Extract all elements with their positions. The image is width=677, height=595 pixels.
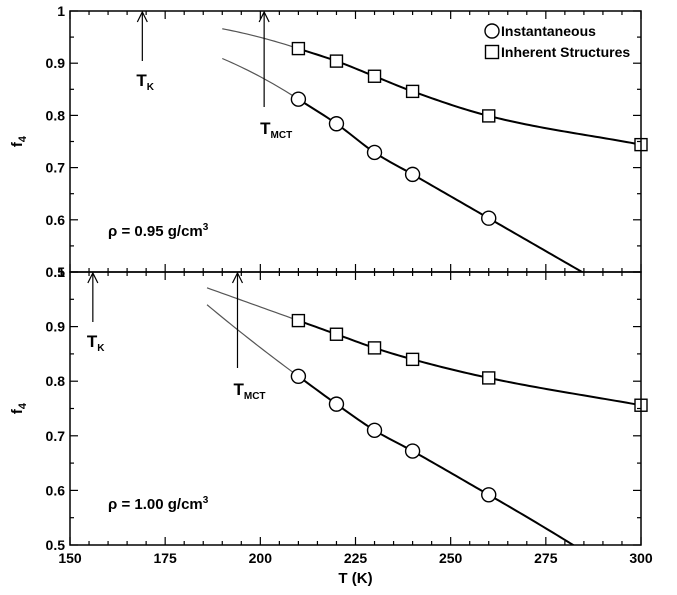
data-point-circle: [481, 487, 497, 503]
y-tick-label: 0.9: [46, 319, 66, 335]
data-point-circle: [404, 443, 421, 459]
marker-label-tk: TK: [136, 71, 154, 93]
fit-line-0: [297, 375, 576, 545]
y-tick-label: 0.6: [46, 482, 66, 498]
x-tick-label: 300: [629, 550, 653, 566]
data-point-square: [405, 352, 420, 367]
marker-label-tk: TK: [87, 332, 105, 354]
fit-extrapolation-0: [206, 304, 299, 377]
data-point-circle: [366, 144, 383, 161]
legend-square-icon: [484, 44, 500, 60]
density-annotation: ρ = 1.00 g/cm3: [108, 495, 209, 513]
marker-arrow-head: [231, 271, 244, 284]
panel-bottom: 0.5 0.6 0.7 0.8 0.9 1 150 175 200 225 250 275 300 T (…: [9, 264, 653, 587]
y-tick-label: 0.7: [46, 160, 66, 176]
data-point-circle: [404, 166, 421, 183]
panel-top: 0.5 0.6 0.7 0.8 0.9 1 f4 ρ = 0.95 g/cm3 TK TMCT In…: [9, 3, 648, 280]
density-annotation: ρ = 0.95 g/cm3: [108, 222, 209, 240]
x-axis-label: T (K): [338, 570, 372, 587]
x-tick-label: 250: [439, 550, 463, 566]
fit-extrapolation-1: [206, 287, 298, 321]
y-tick-label: 0.5: [46, 264, 66, 280]
data-point-circle: [481, 210, 497, 226]
x-tick-label: 200: [249, 550, 273, 566]
marker-label-tmct: TMCT: [260, 119, 292, 141]
data-point-circle: [366, 422, 383, 439]
legend-label-0: Instantaneous: [501, 23, 596, 39]
fit-line-1: [298, 47, 641, 146]
data-point-circle: [328, 396, 345, 412]
data-point-square: [367, 341, 382, 355]
x-tick-label: 275: [534, 550, 558, 566]
legend: Instantaneous Inherent Structures: [484, 23, 630, 60]
data-point-square: [291, 41, 306, 56]
y-tick-label: 0.8: [46, 107, 66, 123]
data-point-square: [329, 327, 344, 341]
data-point-square: [367, 69, 382, 83]
fit-line-1: [297, 319, 641, 407]
y-tick-label: 1: [57, 264, 65, 280]
data-point-circle: [290, 91, 307, 107]
fit-line-0: [297, 98, 585, 272]
legend-circle-icon: [484, 23, 500, 39]
data-point-square: [405, 84, 420, 99]
y-axis-label: f4: [9, 402, 29, 414]
marker-arrow-head: [87, 271, 99, 284]
fit-extrapolation-1: [222, 28, 296, 49]
marker-arrow-head: [136, 10, 148, 23]
data-point-square: [291, 313, 306, 328]
y-tick-label: 0.5: [46, 537, 66, 553]
y-axis-label: f4: [9, 135, 29, 147]
data-point-square: [329, 54, 344, 68]
data-point-circle: [290, 368, 307, 384]
y-tick-label: 1: [57, 3, 65, 19]
y-tick-label: 0.6: [46, 212, 66, 228]
y-tick-label: 0.8: [46, 373, 66, 389]
y-tick-label: 0.7: [46, 428, 66, 444]
data-point-square: [482, 109, 496, 123]
x-tick-label: 150: [58, 550, 82, 566]
x-tick-label: 225: [344, 550, 368, 566]
x-tick-label: 175: [153, 550, 177, 566]
marker-label-tmct: TMCT: [233, 380, 265, 402]
fit-extrapolation-0: [222, 57, 299, 100]
data-point-circle: [328, 116, 345, 132]
data-point-square: [482, 371, 496, 385]
y-tick-label: 0.9: [46, 55, 66, 71]
legend-label-1: Inherent Structures: [501, 44, 630, 60]
marker-arrow-head: [258, 10, 270, 23]
